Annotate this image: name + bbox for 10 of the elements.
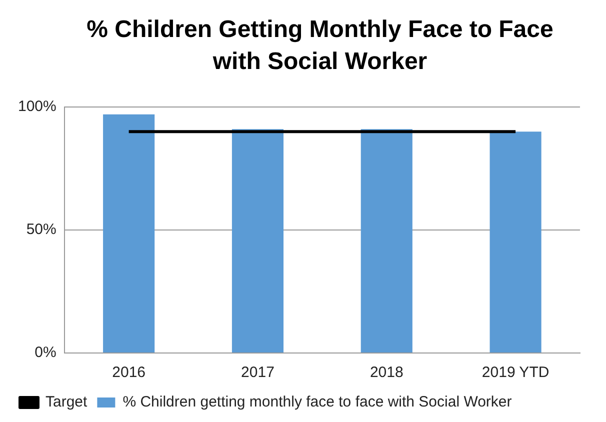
y-tick-label: 50% [26,221,56,238]
chart-title: % Children Getting Monthly Face to Face with Social Worker [86,15,554,77]
y-tick-label: 100% [18,98,56,116]
x-tick-label: 2018 [370,364,404,382]
x-tick-label: 2017 [241,364,274,382]
x-tick-label: 2016 [112,364,146,382]
y-tick-label: 0% [34,344,56,362]
x-tick-label: 2019 YTD [482,364,550,382]
legend-label: % Children getting monthly face to face with Social Worker [122,394,512,411]
legend-label: Target [46,394,88,411]
